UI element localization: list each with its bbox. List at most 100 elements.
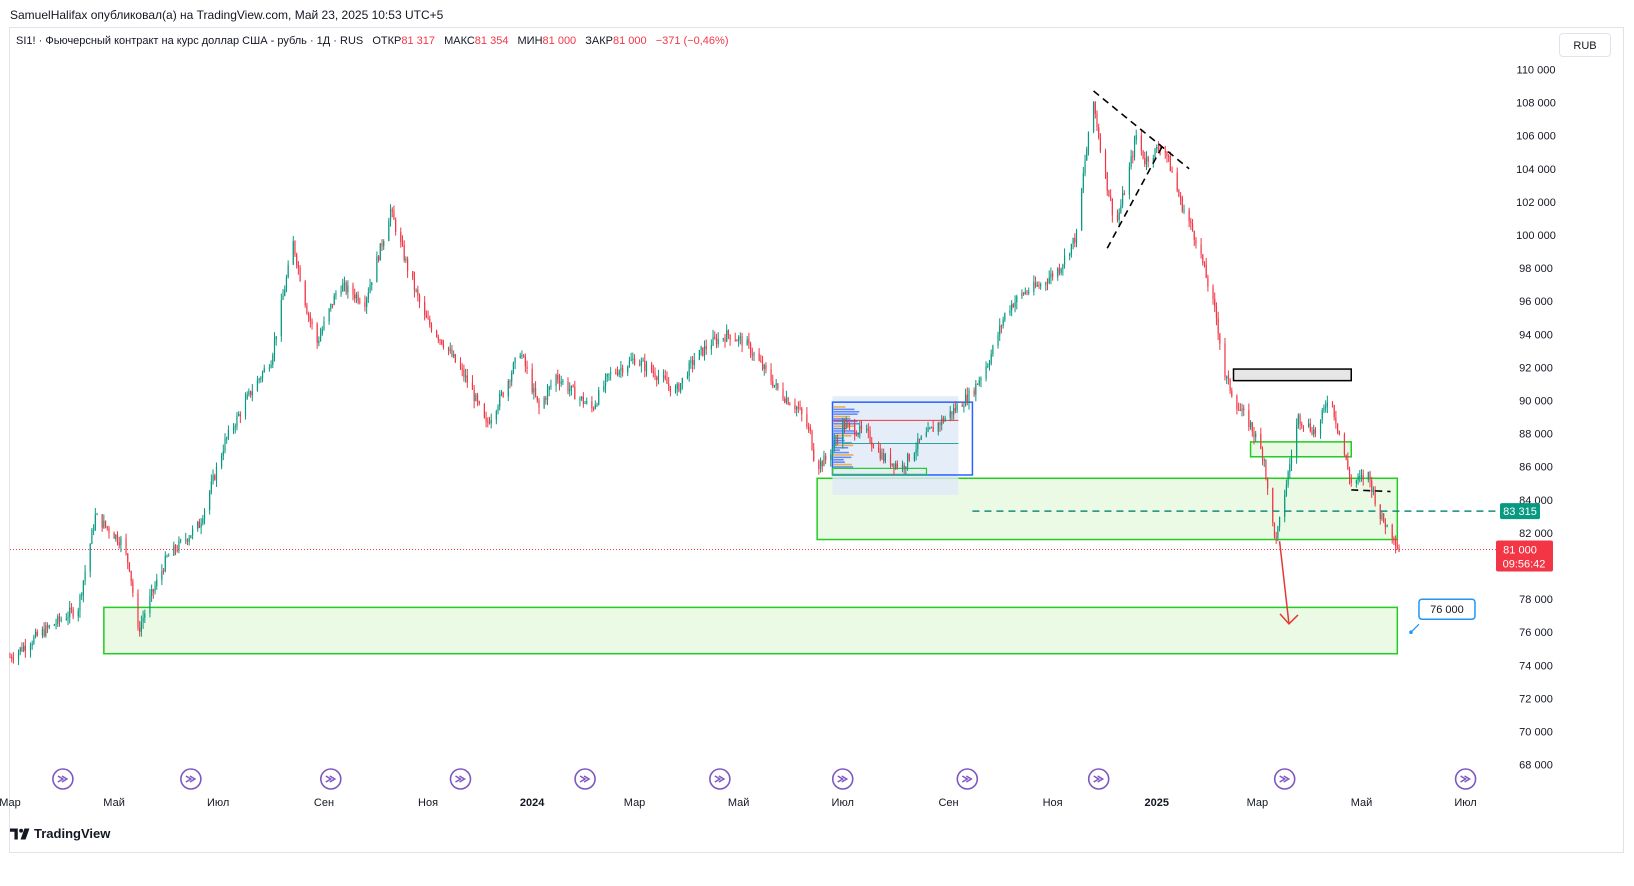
price-tick-label: 104 000 [1516,164,1556,176]
price-tick-label: 88 000 [1519,429,1553,441]
candle-body [1314,429,1317,434]
candle-body [686,376,689,378]
candle-body [691,360,694,366]
candle-body [693,359,695,366]
low-value: 81 000 [542,35,577,47]
small-green-box [831,467,928,475]
candle-body [548,386,550,390]
candle-body [857,433,859,436]
candle-body [1273,522,1276,537]
candle-body [584,402,586,404]
candle-body [1166,151,1168,156]
projection-arrow-head [1279,613,1299,626]
candle-body [630,359,632,361]
candle-body [895,463,897,469]
candle-body [191,528,194,536]
candle-body [1046,282,1049,284]
candle-body [273,339,276,355]
open-value: 81 317 [401,35,435,47]
candle-body [1249,422,1252,428]
event-marker-glyph [1279,775,1291,783]
candle-body [140,622,142,632]
candle-body [236,415,238,427]
candle-body [1050,273,1052,278]
volume-profile-bar [833,410,860,413]
candle-body [465,375,467,378]
candle-body [785,397,788,403]
volume-profile-area [832,396,959,495]
candle-body [130,570,132,582]
candle-body [1072,238,1074,244]
currency-button[interactable]: RUB [1559,33,1611,57]
event-markers [52,768,1477,790]
candle-body [639,364,641,366]
candle-body [23,645,25,651]
candle-body [1104,151,1107,173]
candle-body [871,442,873,446]
candle-body [1239,410,1241,412]
candle-body [1212,286,1214,300]
candle-body [545,398,547,400]
candle-body [908,453,910,461]
candle-body [1296,425,1298,457]
candle-body [1289,464,1291,473]
candle-body [190,535,192,538]
candle-body [688,362,690,377]
candle-body [1168,155,1170,157]
candle-body [942,418,945,422]
candle-body [1045,282,1047,285]
candle-body [775,383,777,385]
candle-body [1275,536,1277,538]
candle-body [53,624,55,626]
last-price-tag [1496,540,1553,572]
candle-body [1130,156,1132,167]
candle-body [55,623,57,625]
candle-body [156,579,158,587]
candle-body [454,354,456,363]
candle-body [1260,433,1262,449]
candle-body [91,529,93,545]
candle-body [1116,215,1119,220]
candle-body [352,285,354,295]
candle-body [1193,231,1195,240]
candle-body [331,303,334,305]
candle-body [1379,504,1381,520]
candle-body [425,314,427,318]
publish-line: SamuelHalifax опубликовал(а) на TradingV… [10,8,444,22]
candle-body [1060,268,1062,273]
candle-body [116,534,119,543]
candle-body [543,398,545,408]
candle-body [1132,156,1134,158]
volume-profile-bar [833,437,844,439]
candle-body [285,277,288,291]
candle-body [1338,430,1340,435]
candle-body [656,377,658,381]
candle-body [1236,396,1238,410]
price-tick-label: 92 000 [1519,362,1553,374]
candle-body [417,289,419,296]
candle-body [316,324,318,343]
candle-body [1156,147,1158,149]
candle-body [714,336,716,339]
candle-body [357,294,359,302]
candle-body [652,371,654,373]
candle-body [558,379,561,384]
candle-body [268,367,270,369]
candle-body [1171,171,1173,173]
candle-body [162,570,165,572]
candle-body [185,539,187,541]
candle-body [215,466,218,480]
candle-body [1326,402,1328,407]
candle-body [1357,476,1359,481]
candle-body [1321,410,1323,420]
candle-body [1374,489,1376,505]
candle-body [115,534,117,539]
candle-body [1202,254,1204,263]
candle-body [789,404,791,406]
candle-body [524,356,526,367]
candle-body [227,429,230,438]
candle-body [164,556,166,572]
candle-body [739,336,741,338]
